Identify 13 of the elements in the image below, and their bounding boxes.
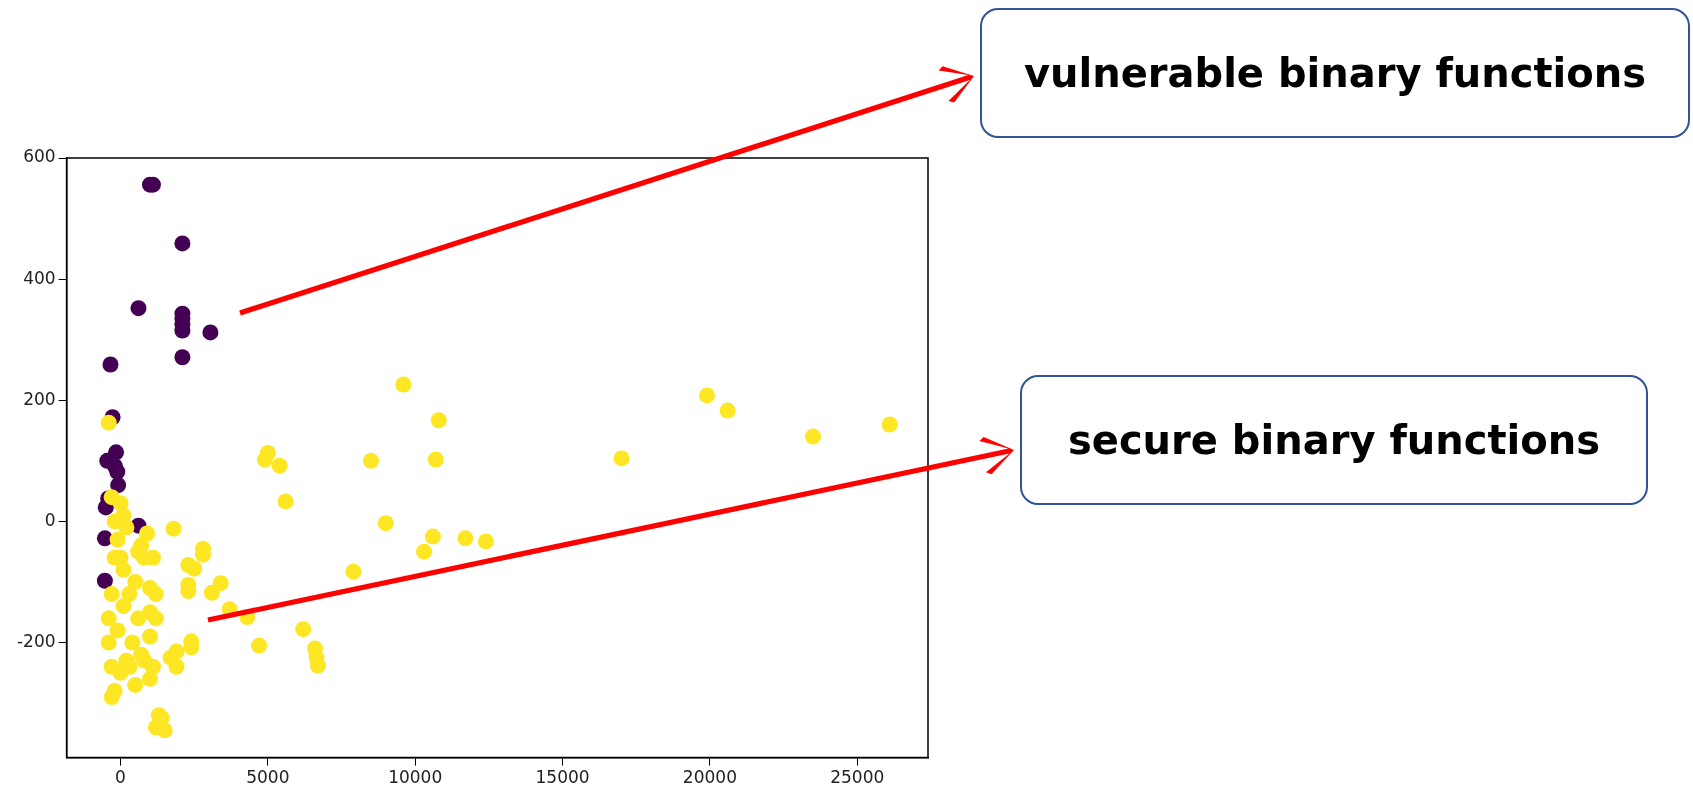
text: secure binary functions bbox=[1067, 417, 1601, 463]
y-tick-label: 200 bbox=[23, 388, 56, 409]
x-tick-label: 15000 bbox=[535, 767, 590, 788]
x-tick-label: 10000 bbox=[388, 767, 443, 788]
text: vulnerable binary functions bbox=[1023, 50, 1647, 96]
x-tick-label: 5000 bbox=[246, 767, 290, 788]
x-tick-label: 25000 bbox=[830, 767, 885, 788]
x-tick-label: 0 bbox=[115, 767, 126, 788]
y-tick-label: 400 bbox=[23, 267, 56, 288]
y-tick-label: 0 bbox=[44, 509, 56, 530]
y-tick-label: 600 bbox=[23, 146, 56, 167]
x-tick-label: 20000 bbox=[682, 767, 737, 788]
y-tick-label: -200 bbox=[16, 630, 56, 651]
